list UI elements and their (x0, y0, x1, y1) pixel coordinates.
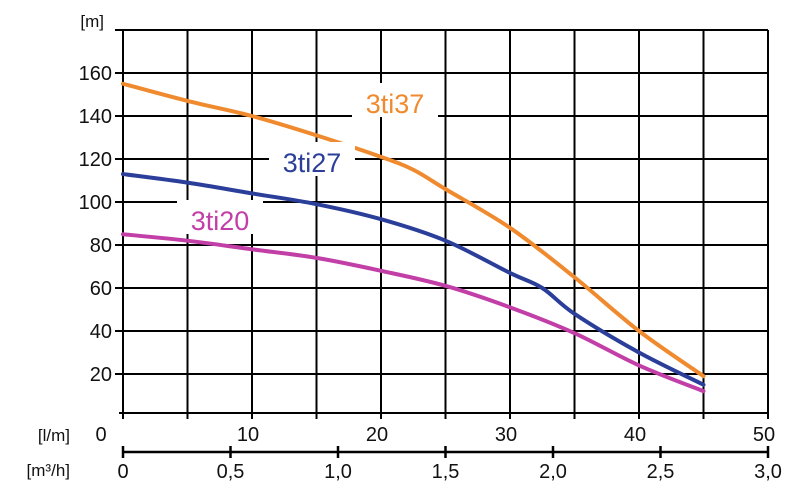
y-tick-label: 140 (79, 106, 112, 128)
x-tick-label: 0 (95, 424, 106, 446)
x2-tick-label: 2,5 (647, 461, 675, 483)
x-tick-label: 30 (495, 424, 517, 446)
x2-tick-label: 3,0 (754, 461, 782, 483)
curves (121, 81, 706, 394)
series-label-3ti37: 3ti37 (366, 89, 425, 119)
y-tick-label: 20 (90, 364, 112, 386)
grid (115, 29, 769, 419)
axes: 20 40 60 80 100 120 140 160 0 10 20 30 40 50 0 0,5 1,0 1,… (79, 63, 782, 483)
series-label-3ti20: 3ti20 (191, 206, 250, 236)
x2-tick-label: 1,0 (324, 461, 352, 483)
x-axis-unit: [l/m] (38, 426, 70, 445)
y-tick-label: 40 (90, 321, 112, 343)
x-tick-label: 40 (624, 424, 646, 446)
series-label-background (177, 200, 263, 234)
series-labels: 3ti37 3ti27 3ti20 (177, 83, 438, 236)
series-label-3ti27: 3ti27 (283, 148, 342, 178)
y-tick-label: 120 (79, 149, 112, 171)
x2-tick-label: 2,0 (539, 461, 567, 483)
x2-axis-unit: [m³/h] (27, 461, 70, 480)
series-label-background (352, 83, 438, 117)
x-tick-label: 50 (753, 424, 775, 446)
y-tick-label: 160 (79, 63, 112, 85)
series-label-background (269, 142, 355, 176)
x2-tick-label: 0,5 (217, 461, 245, 483)
x-tick-label: 20 (366, 424, 388, 446)
y-tick-label: 80 (90, 235, 112, 257)
curve-3ti27 (121, 172, 706, 387)
x2-tick-label: 1,5 (432, 461, 460, 483)
y-axis-unit: [m] (80, 12, 104, 31)
curve-3ti20 (121, 232, 706, 394)
y-tick-label: 100 (79, 192, 112, 214)
y-tick-label: 60 (90, 278, 112, 300)
x2-tick-label: 0 (117, 461, 128, 483)
x-tick-label: 10 (237, 424, 259, 446)
curve-3ti37 (121, 81, 706, 379)
